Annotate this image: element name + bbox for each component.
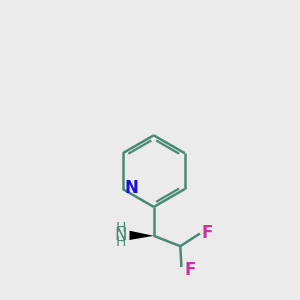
Text: N: N — [124, 179, 139, 197]
Text: H: H — [116, 235, 126, 249]
Polygon shape — [129, 231, 154, 240]
Text: N: N — [115, 226, 127, 244]
Text: F: F — [201, 224, 213, 242]
Text: F: F — [184, 262, 196, 280]
Text: H: H — [116, 221, 126, 236]
